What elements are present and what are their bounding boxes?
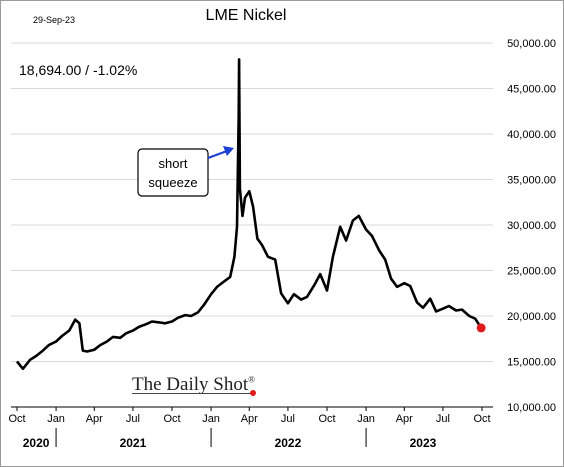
year-label: 2020 — [23, 436, 50, 450]
annotation-line-1: short — [159, 156, 188, 171]
x-axis: Oct Jan Apr Jul Oct Jan Apr Jul Oct Jan Apr Jul Oct 2… — [8, 406, 493, 450]
date-stamp: 29-Sep-23 — [33, 15, 76, 25]
y-tick-label: 10,000.00 — [507, 402, 556, 414]
y-tick-label: 25,000.00 — [507, 266, 556, 278]
annotation-line-2: squeeze — [148, 175, 197, 190]
x-tick-label: Jul — [281, 413, 295, 425]
x-tick-label: Jan — [202, 413, 220, 425]
x-tick-label: Apr — [241, 413, 258, 425]
x-tick-label: Jul — [126, 413, 140, 425]
x-tick-label: Jan — [357, 413, 375, 425]
x-tick-label: Oct — [163, 413, 180, 425]
y-tick-label: 40,000.00 — [507, 129, 556, 141]
logo-dot — [250, 390, 256, 396]
y-tick-label: 50,000.00 — [507, 38, 556, 50]
y-axis: 50,000.00 45,000.00 40,000.00 35,000.00 30,0… — [507, 38, 556, 414]
y-tick-label: 45,000.00 — [507, 84, 556, 96]
annotation-box — [137, 148, 209, 197]
x-tick-label: Jul — [436, 413, 450, 425]
x-tick-label: Oct — [8, 413, 25, 425]
year-label: 2022 — [275, 436, 302, 450]
y-tick-label: 30,000.00 — [507, 220, 556, 232]
x-tick-label: Oct — [473, 413, 490, 425]
short-squeeze-annotation: short squeeze — [137, 146, 234, 197]
year-label: 2023 — [410, 436, 437, 450]
x-tick-label: Jan — [47, 413, 65, 425]
logo-underline — [132, 393, 254, 394]
x-tick-label: Oct — [318, 413, 335, 425]
gridlines — [11, 42, 493, 362]
annotation-arrow — [207, 150, 228, 159]
chart-title: LME Nickel — [205, 7, 287, 24]
y-tick-label: 15,000.00 — [507, 357, 556, 369]
year-label: 2021 — [120, 436, 147, 450]
last-price-marker — [476, 323, 486, 333]
daily-shot-logo: The Daily Shot® — [132, 374, 255, 395]
price-series-line — [15, 58, 483, 371]
annotation-arrowhead — [223, 146, 234, 156]
y-tick-label: 20,000.00 — [507, 311, 556, 323]
y-tick-label: 35,000.00 — [507, 175, 556, 187]
price-readout: 18,694.00 / -1.02% — [19, 62, 138, 78]
x-tick-label: Apr — [396, 413, 413, 425]
x-tick-label: Apr — [86, 413, 103, 425]
